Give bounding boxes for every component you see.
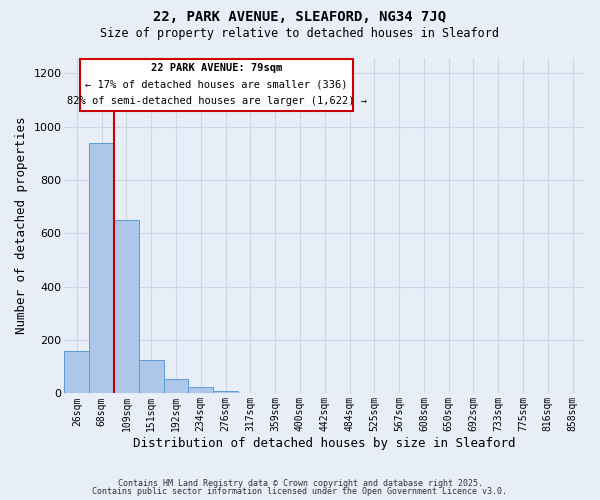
Y-axis label: Number of detached properties: Number of detached properties	[15, 116, 28, 334]
Bar	[64, 351, 89, 394]
Bar	[114, 220, 139, 394]
Text: 22, PARK AVENUE, SLEAFORD, NG34 7JQ: 22, PARK AVENUE, SLEAFORD, NG34 7JQ	[154, 10, 446, 24]
Text: Contains public sector information licensed under the Open Government Licence v3: Contains public sector information licen…	[92, 487, 508, 496]
Text: 82% of semi-detached houses are larger (1,622) →: 82% of semi-detached houses are larger (…	[67, 96, 367, 106]
Text: Contains HM Land Registry data © Crown copyright and database right 2025.: Contains HM Land Registry data © Crown c…	[118, 478, 482, 488]
Bar	[213, 391, 238, 394]
Bar	[164, 379, 188, 394]
Text: ← 17% of detached houses are smaller (336): ← 17% of detached houses are smaller (33…	[85, 80, 348, 90]
Text: 22 PARK AVENUE: 79sqm: 22 PARK AVENUE: 79sqm	[151, 62, 283, 72]
FancyBboxPatch shape	[80, 59, 353, 111]
Bar	[89, 143, 114, 394]
X-axis label: Distribution of detached houses by size in Sleaford: Distribution of detached houses by size …	[133, 437, 516, 450]
Bar	[188, 387, 213, 394]
Text: Size of property relative to detached houses in Sleaford: Size of property relative to detached ho…	[101, 28, 499, 40]
Bar	[139, 360, 164, 394]
